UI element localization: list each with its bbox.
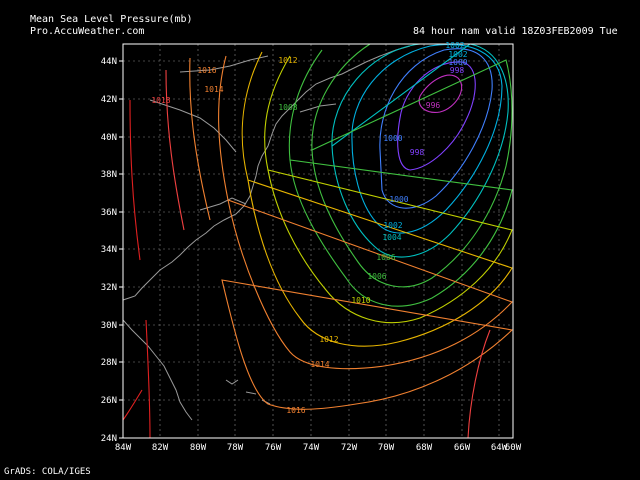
lon-label: 68W bbox=[416, 443, 433, 453]
isobars bbox=[122, 43, 514, 439]
contour-label: 1002 bbox=[383, 221, 402, 230]
contour-label: 1014 bbox=[204, 85, 223, 94]
contour-label: 1000 bbox=[448, 58, 467, 67]
lat-label: 26N bbox=[101, 396, 117, 406]
lon-label: 74W bbox=[303, 443, 320, 453]
map-frame bbox=[122, 43, 514, 439]
isobar-1012 bbox=[241, 51, 513, 347]
map-source: Pro.AccuWeather.com bbox=[30, 26, 145, 37]
contour-label: 1002 bbox=[445, 41, 464, 50]
map-title: Mean Sea Level Pressure(mb) bbox=[30, 14, 193, 25]
grads-credit: GrADS: COLA/IGES bbox=[4, 467, 91, 477]
lat-label: 32N bbox=[101, 283, 117, 293]
isobar-1010 bbox=[264, 55, 513, 324]
lon-label: 72W bbox=[341, 443, 358, 453]
isobar-1008 bbox=[288, 49, 513, 307]
map-valid-time: 84 hour nam valid 18Z03FEB2009 Tue bbox=[413, 26, 618, 37]
lat-label: 44N bbox=[101, 57, 117, 67]
contour-label: 1008 bbox=[278, 103, 297, 112]
contour-label: 1012 bbox=[278, 56, 297, 65]
lon-label: 84W bbox=[115, 443, 132, 453]
isobar-996 bbox=[418, 74, 463, 113]
lon-label: 78W bbox=[227, 443, 244, 453]
isobar-998 bbox=[397, 61, 476, 171]
contour-label: 1004 bbox=[382, 233, 401, 242]
tick-marks bbox=[119, 60, 123, 439]
lat-label: 34N bbox=[101, 245, 117, 255]
isobar-1002 bbox=[351, 43, 503, 234]
contour-label: 1000 bbox=[383, 134, 402, 143]
lon-label: 70W bbox=[378, 443, 395, 453]
lat-label: 28N bbox=[101, 358, 117, 368]
contour-label: 1018 bbox=[151, 96, 170, 105]
isobar-1016 bbox=[189, 57, 514, 410]
isobar-1020b bbox=[122, 389, 143, 421]
isobar-1000 bbox=[379, 48, 493, 209]
lon-label: 82W bbox=[152, 443, 169, 453]
contour-label: 1016 bbox=[197, 66, 216, 75]
contour-label: 1000 bbox=[389, 195, 408, 204]
contour-label: 1014 bbox=[310, 360, 329, 369]
isobar-1018 bbox=[165, 69, 491, 439]
isobar-1014 bbox=[218, 55, 513, 370]
isobar-1006 bbox=[311, 43, 513, 288]
contour-label: 1006 bbox=[367, 272, 386, 281]
contour-label: 1006 bbox=[376, 253, 395, 262]
lon-label: 64W bbox=[491, 443, 508, 453]
contour-label: 996 bbox=[426, 101, 441, 110]
lon-label: 80W bbox=[190, 443, 207, 453]
lat-label: 38N bbox=[101, 170, 117, 180]
lat-label: 40N bbox=[101, 133, 117, 143]
contour-label: 998 bbox=[410, 148, 425, 157]
contour-label: 1010 bbox=[351, 296, 370, 305]
lon-label: 76W bbox=[265, 443, 282, 453]
lon-label: 60W bbox=[505, 443, 522, 453]
lon-label: 66W bbox=[454, 443, 471, 453]
isobar-1020 bbox=[129, 99, 151, 439]
lat-label: 30N bbox=[101, 321, 117, 331]
lat-label: 36N bbox=[101, 208, 117, 218]
contour-label: 998 bbox=[450, 66, 465, 75]
lat-label: 24N bbox=[101, 434, 117, 444]
contour-label: 1016 bbox=[286, 406, 305, 415]
contour-label: 1002 bbox=[448, 50, 467, 59]
contour-label: 1012 bbox=[319, 335, 338, 344]
lat-label: 42N bbox=[101, 95, 117, 105]
